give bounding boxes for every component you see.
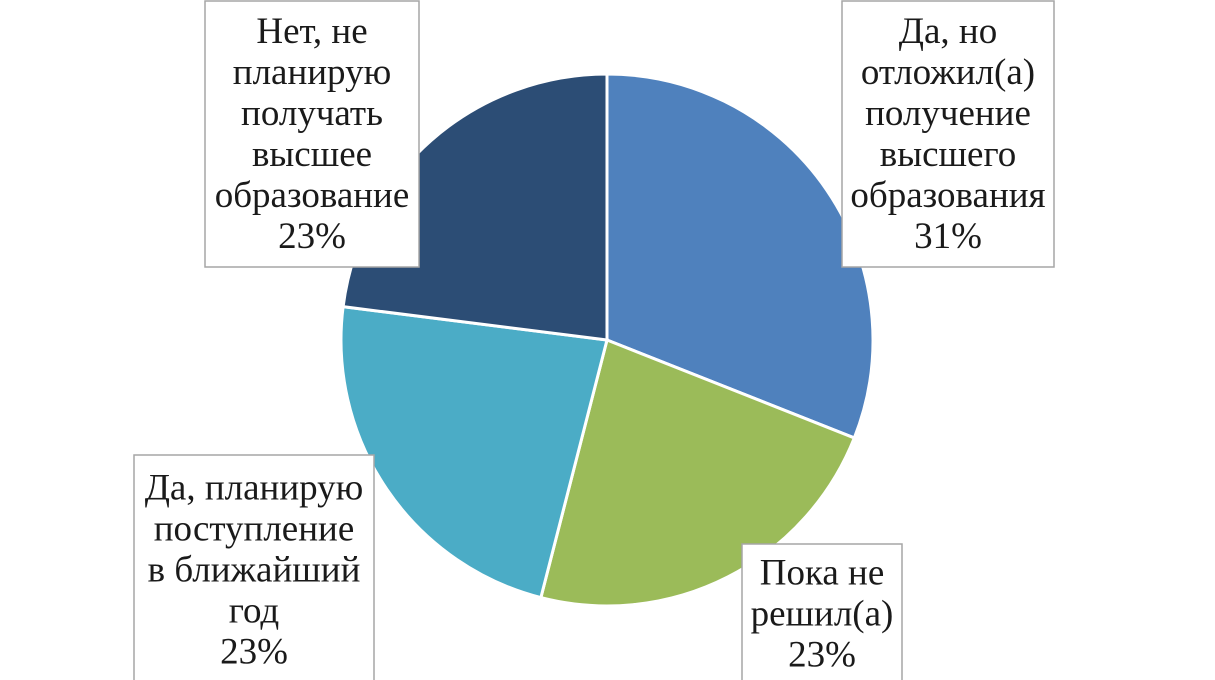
data-label-percent: 31%: [914, 216, 982, 257]
pie-slice-2: [539, 337, 857, 608]
data-label-line: в ближайший: [148, 550, 361, 591]
data-label-line: планирую: [233, 52, 391, 93]
data-label-line: получение: [865, 93, 1031, 134]
data-label-line: Да, но: [899, 11, 997, 52]
data-label-line: поступление: [154, 509, 355, 550]
data-label-box: [204, 0, 420, 268]
data-label-box: [741, 543, 903, 680]
data-label-line: Пока не: [760, 553, 885, 594]
data-label-callouts: Да, ноотложил(а)получениевысшегообразова…: [133, 0, 1055, 680]
data-label-box: [841, 0, 1055, 268]
pie-slice-3: [339, 304, 609, 600]
data-label-line: Да, планирую: [145, 468, 364, 509]
data-label-1: Да, ноотложил(а)получениевысшегообразова…: [841, 0, 1055, 268]
data-label-line: год: [229, 591, 280, 632]
data-label-line: отложил(а): [861, 52, 1035, 93]
pie-slice-1: [605, 72, 875, 440]
data-label-line: образования: [850, 175, 1045, 216]
data-label-line: решил(а): [751, 594, 894, 635]
data-label-percent: 23%: [788, 635, 856, 676]
data-label-box: [133, 454, 375, 680]
data-label-percent: 23%: [278, 216, 346, 257]
data-label-line: высшее: [252, 134, 372, 175]
data-label-4: Нет, непланируюполучатьвысшееобразование…: [204, 0, 420, 268]
data-label-line: образование: [215, 175, 410, 216]
pie-slices: [339, 72, 875, 608]
data-label-percent: 23%: [220, 632, 288, 673]
data-label-line: Нет, не: [256, 11, 367, 52]
data-label-line: получать: [241, 93, 383, 134]
data-label-line: высшего: [880, 134, 1016, 175]
